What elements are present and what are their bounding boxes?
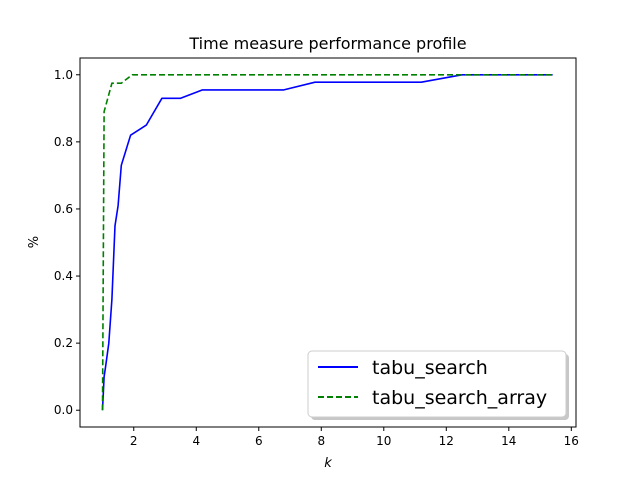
- y-tick-label: 0.4: [54, 269, 73, 283]
- legend-label-tabu-search-array: tabu_search_array: [372, 387, 547, 409]
- y-tick-label: 1.0: [54, 68, 73, 82]
- x-tick-label: 14: [501, 434, 516, 448]
- series-line-tabu-search-array: [101, 74, 553, 411]
- plot-frame: [79, 57, 577, 428]
- x-axis-label: k: [324, 456, 332, 471]
- legend-box: [307, 350, 567, 418]
- series-line-tabu-search: [101, 74, 553, 411]
- x-tick-label: 2: [130, 434, 138, 448]
- x-tick-label: 6: [255, 434, 263, 448]
- x-tick-label: 16: [564, 434, 579, 448]
- axis-layer: 2 4 6 8 10 12 14 16 0.0 0.2 0.4 0.6 0.8 1.0: [54, 68, 579, 448]
- x-tick-label: 10: [376, 434, 391, 448]
- y-tick-label: 0.2: [54, 336, 73, 350]
- legend: tabu_search tabu_search_array: [307, 350, 569, 420]
- series-layer: [101, 74, 553, 411]
- legend-label-tabu-search: tabu_search: [372, 357, 488, 379]
- chart-title: Time measure performance profile: [188, 34, 466, 53]
- y-axis-label: %: [27, 236, 42, 248]
- x-tick-label: 4: [192, 434, 200, 448]
- x-tick-label: 8: [317, 434, 325, 448]
- y-tick-label: 0.8: [54, 135, 73, 149]
- y-tick-label: 0.0: [54, 403, 73, 417]
- y-tick-label: 0.6: [54, 202, 73, 216]
- x-tick-label: 12: [439, 434, 454, 448]
